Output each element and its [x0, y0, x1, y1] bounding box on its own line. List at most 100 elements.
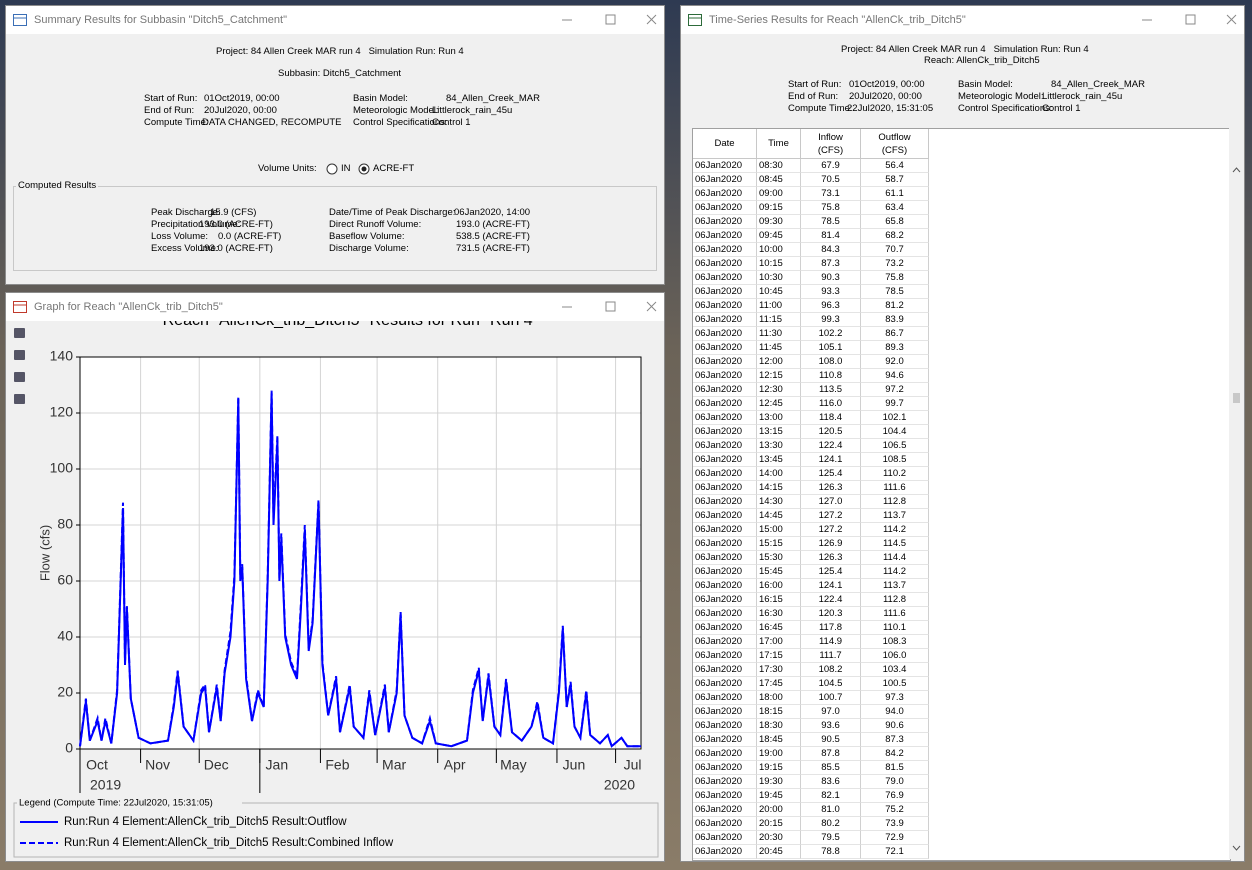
- table-cell: 06Jan2020: [693, 439, 757, 453]
- column-header: Time: [757, 129, 801, 159]
- title-bar: Time-Series Results for Reach "AllenCk_t…: [681, 6, 1244, 34]
- table-cell: 111.6: [861, 481, 929, 495]
- table-cell: 117.8: [801, 621, 861, 635]
- window-title: Summary Results for Subbasin "Ditch5_Cat…: [34, 14, 287, 26]
- info-value: 84_Allen_Creek_MAR: [1051, 79, 1145, 91]
- table-cell: 06Jan2020: [693, 817, 757, 831]
- table-cell: 106.0: [861, 649, 929, 663]
- scroll-up: [1233, 168, 1240, 172]
- maximize-button[interactable]: [1186, 15, 1195, 24]
- table-cell: 20:00: [757, 803, 801, 817]
- table-cell: 122.4: [801, 593, 861, 607]
- table-cell: 06Jan2020: [693, 537, 757, 551]
- table-cell: 87.8: [801, 747, 861, 761]
- maximize-button[interactable]: [606, 15, 615, 24]
- scrollbar[interactable]: [1229, 128, 1244, 859]
- table-cell: 06Jan2020: [693, 397, 757, 411]
- info-label: Compute Time:: [788, 103, 852, 115]
- window-title: Time-Series Results for Reach "AllenCk_t…: [709, 14, 966, 26]
- table-cell: 73.9: [861, 817, 929, 831]
- table-cell: 104.5: [801, 677, 861, 691]
- radio-button[interactable]: [326, 163, 338, 175]
- table-cell: 108.5: [861, 453, 929, 467]
- table-cell: 17:45: [757, 677, 801, 691]
- table-cell: 08:45: [757, 173, 801, 187]
- column-header-text: (CFS): [861, 144, 928, 158]
- table-cell: 100.5: [861, 677, 929, 691]
- table-cell: 06Jan2020: [693, 733, 757, 747]
- table-cell: 96.3: [801, 299, 861, 313]
- table-cell: 90.5: [801, 733, 861, 747]
- table-cell: 97.2: [861, 383, 929, 397]
- table-cell: 122.4: [801, 439, 861, 453]
- close-button[interactable]: [647, 302, 656, 311]
- table-cell: 82.1: [801, 789, 861, 803]
- x-tick-label: Nov: [145, 757, 170, 773]
- table-cell: 17:30: [757, 663, 801, 677]
- table-cell: 06Jan2020: [693, 551, 757, 565]
- result-value: 538.5 (ACRE-FT): [456, 231, 530, 243]
- column-header-text: Outflow: [861, 131, 928, 145]
- subbasin-line: Subbasin: Ditch5_Catchment: [278, 68, 401, 80]
- table-cell: 19:30: [757, 775, 801, 789]
- table-cell: 06Jan2020: [693, 201, 757, 215]
- result-value: 06Jan2020, 14:00: [454, 207, 530, 219]
- table-cell: 61.1: [861, 187, 929, 201]
- table-cell: 06Jan2020: [693, 761, 757, 775]
- x-tick-label: Feb: [325, 757, 349, 773]
- table-cell: 110.1: [861, 621, 929, 635]
- maximize-button[interactable]: [606, 302, 615, 311]
- table-cell: 114.2: [861, 523, 929, 537]
- radio-button[interactable]: [358, 163, 370, 175]
- close-button[interactable]: [1227, 15, 1236, 24]
- info-label: Start of Run:: [788, 79, 841, 91]
- table-cell: 113.5: [801, 383, 861, 397]
- table-cell: 12:45: [757, 397, 801, 411]
- icon-frame: [14, 15, 27, 26]
- table-cell: 20:45: [757, 845, 801, 859]
- table-cell: 97.0: [801, 705, 861, 719]
- table-cell: 93.3: [801, 285, 861, 299]
- table-cell: 09:30: [757, 215, 801, 229]
- table-cell: 75.8: [801, 201, 861, 215]
- pointer-tool[interactable]: [14, 328, 25, 338]
- table-cell: 93.6: [801, 719, 861, 733]
- properties-tool[interactable]: [14, 372, 25, 382]
- table: DateTimeInflow(CFS)Outflow(CFS)06Jan2020…: [692, 128, 1231, 861]
- table-cell: 79.0: [861, 775, 929, 789]
- project-line: Project: 84 Allen Creek MAR run 4 Simula…: [216, 46, 464, 58]
- summary-window: Summary Results for Subbasin "Ditch5_Cat…: [5, 5, 665, 285]
- table-cell: 13:00: [757, 411, 801, 425]
- table-cell: 127.0: [801, 495, 861, 509]
- table-cell: 16:15: [757, 593, 801, 607]
- table-cell: 113.7: [861, 579, 929, 593]
- table-cell: 104.4: [861, 425, 929, 439]
- table-cell: 12:15: [757, 369, 801, 383]
- column-header: Inflow(CFS): [801, 129, 861, 159]
- table-cell: 97.3: [861, 691, 929, 705]
- print-tool[interactable]: [14, 394, 25, 404]
- info-label: Start of Run:: [144, 93, 197, 105]
- window-buttons: [544, 6, 664, 34]
- table-cell: 19:00: [757, 747, 801, 761]
- window-icon: [13, 301, 27, 313]
- x-tick-label: Apr: [444, 757, 466, 773]
- table-cell: 06Jan2020: [693, 523, 757, 537]
- info-label: Basin Model:: [958, 79, 1013, 91]
- table-cell: 85.5: [801, 761, 861, 775]
- table-cell: 100.7: [801, 691, 861, 705]
- table-cell: 113.7: [861, 509, 929, 523]
- scroll-thumb: [1233, 393, 1240, 403]
- zoom-tool[interactable]: [14, 350, 25, 360]
- radio-dot: [362, 167, 367, 172]
- result-label: Discharge Volume:: [329, 243, 409, 255]
- info-value: 01Oct2019, 00:00: [204, 93, 280, 105]
- table-cell: 06Jan2020: [693, 719, 757, 733]
- table-cell: 13:30: [757, 439, 801, 453]
- legend-entry: Run:Run 4 Element:AllenCk_trib_Ditch5 Re…: [64, 837, 394, 849]
- table-cell: 94.0: [861, 705, 929, 719]
- table-cell: 114.5: [861, 537, 929, 551]
- table-cell: 06Jan2020: [693, 285, 757, 299]
- info-value: Littlerock_rain_45u: [432, 105, 512, 117]
- close-button[interactable]: [647, 15, 656, 24]
